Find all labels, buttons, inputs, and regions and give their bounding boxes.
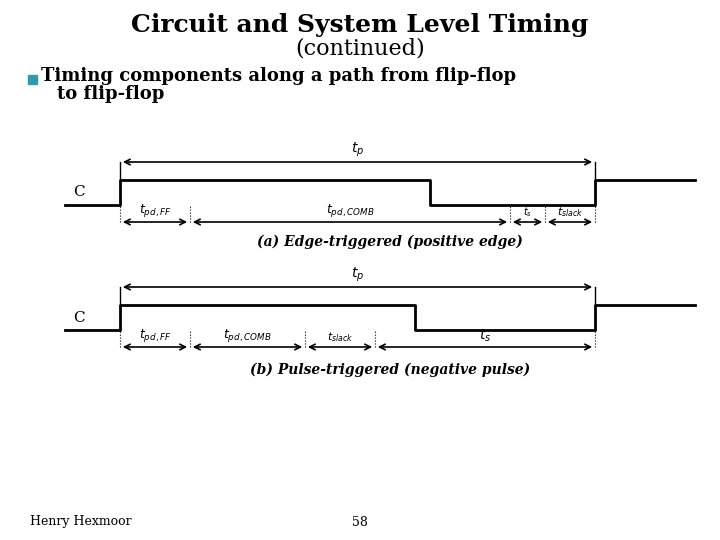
Text: Henry Hexmoor: Henry Hexmoor bbox=[30, 516, 132, 529]
Text: $t_{pd,FF}$: $t_{pd,FF}$ bbox=[139, 202, 171, 219]
Text: $t_{slack}$: $t_{slack}$ bbox=[557, 205, 583, 219]
Text: (b) Pulse-triggered (negative pulse): (b) Pulse-triggered (negative pulse) bbox=[250, 363, 530, 377]
Text: 58: 58 bbox=[352, 516, 368, 529]
Text: $t_s$: $t_s$ bbox=[479, 328, 491, 344]
Text: C: C bbox=[73, 310, 85, 325]
Text: Circuit and System Level Timing: Circuit and System Level Timing bbox=[131, 13, 589, 37]
Text: (a) Edge-triggered (positive edge): (a) Edge-triggered (positive edge) bbox=[257, 235, 523, 249]
Text: $t_{pd,FF}$: $t_{pd,FF}$ bbox=[139, 327, 171, 344]
Text: C: C bbox=[73, 186, 85, 199]
Bar bbox=[28, 75, 37, 84]
Text: to flip-flop: to flip-flop bbox=[57, 85, 164, 103]
Text: (continued): (continued) bbox=[295, 37, 425, 59]
Text: $t_{pd,COMB}$: $t_{pd,COMB}$ bbox=[223, 327, 271, 344]
Text: $t_p$: $t_p$ bbox=[351, 266, 364, 284]
Text: $t_{pd,COMB}$: $t_{pd,COMB}$ bbox=[325, 202, 374, 219]
Text: Timing components along a path from flip-flop: Timing components along a path from flip… bbox=[41, 67, 516, 85]
Text: $t_s$: $t_s$ bbox=[523, 205, 532, 219]
Text: $t_p$: $t_p$ bbox=[351, 141, 364, 159]
Text: $t_{slack}$: $t_{slack}$ bbox=[327, 330, 354, 344]
